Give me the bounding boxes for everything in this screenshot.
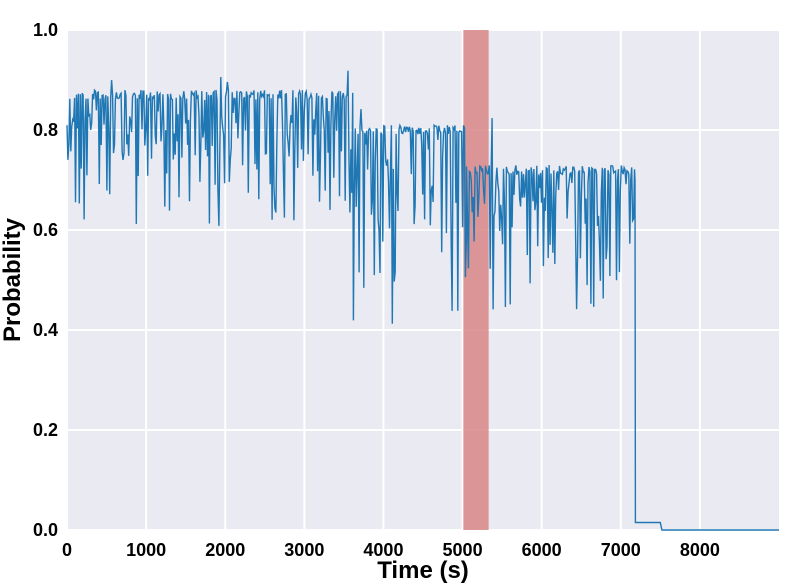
y-tick-label-1: 0.2: [33, 420, 58, 440]
x-tick-label-3: 3000: [284, 540, 324, 560]
y-tick-label-2: 0.4: [33, 320, 58, 340]
highlight-region: [463, 30, 489, 530]
x-tick-label-6: 6000: [522, 540, 562, 560]
y-axis-label: Probability: [0, 217, 26, 342]
grid-lines: [66, 29, 779, 531]
x-tick-label-1: 1000: [126, 540, 166, 560]
x-tick-label-7: 7000: [601, 540, 641, 560]
x-tick-label-2: 2000: [205, 540, 245, 560]
series-line: [66, 70, 779, 531]
y-tick-label-0: 0.0: [33, 520, 58, 540]
x-axis-label: Time (s): [377, 557, 469, 584]
series-layer: [66, 70, 779, 531]
y-tick-label-3: 0.6: [33, 220, 58, 240]
plot-background: [67, 30, 779, 530]
x-tick-label-4: 4000: [363, 540, 403, 560]
y-tick-labels: 0.0 0.2 0.4 0.6 0.8 1.0: [33, 20, 58, 540]
x-tick-labels: 0 1000 2000 3000 4000 5000 6000 7000 8000: [62, 540, 720, 560]
x-tick-label-8: 8000: [680, 540, 720, 560]
x-tick-label-0: 0: [62, 540, 72, 560]
y-tick-label-5: 1.0: [33, 20, 58, 40]
y-tick-label-4: 0.8: [33, 120, 58, 140]
x-tick-label-5: 5000: [443, 540, 483, 560]
highlight-band: [463, 30, 489, 530]
